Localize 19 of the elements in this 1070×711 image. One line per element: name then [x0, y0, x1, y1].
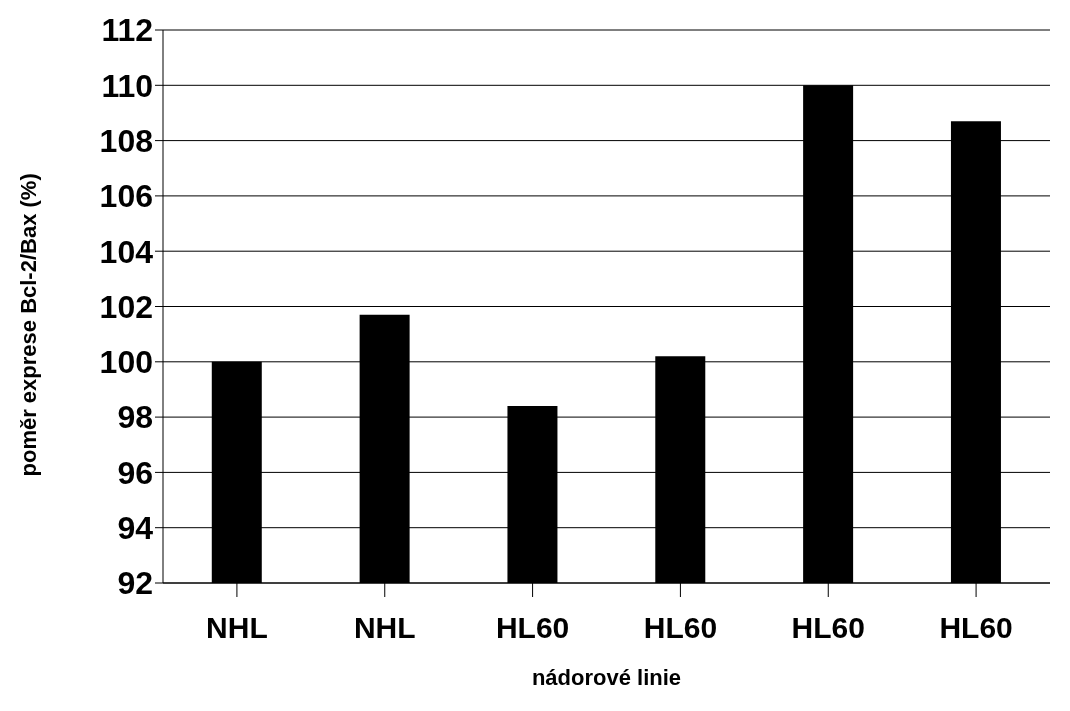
y-tick-label: 110 [101, 67, 153, 104]
x-tick-label: HL60 [939, 611, 1013, 645]
x-tick-label: HL60 [791, 611, 865, 645]
y-tick-label: 96 [117, 454, 153, 491]
x-tick-label: NHL [206, 611, 268, 645]
y-tick-label: 92 [117, 565, 153, 602]
y-axis-title: poměr exprese Bcl-2/Bax (%) [15, 173, 41, 477]
x-tick-label: NHL [353, 611, 416, 645]
x-axis-title: nádorové linie [531, 665, 682, 690]
y-tick-label: 94 [117, 510, 154, 547]
y-tick-label: 104 [99, 233, 154, 270]
x-tick-label: HL60 [495, 611, 570, 645]
y-tick-label: 106 [99, 178, 153, 215]
y-tick-label: 112 [101, 12, 153, 49]
y-tick-label: 100 [99, 344, 153, 381]
x-tick-label: HL60 [643, 611, 718, 645]
y-tick-label: 102 [99, 288, 153, 325]
y-tick-label: 98 [117, 399, 153, 436]
y-tick-label: 108 [99, 122, 153, 159]
